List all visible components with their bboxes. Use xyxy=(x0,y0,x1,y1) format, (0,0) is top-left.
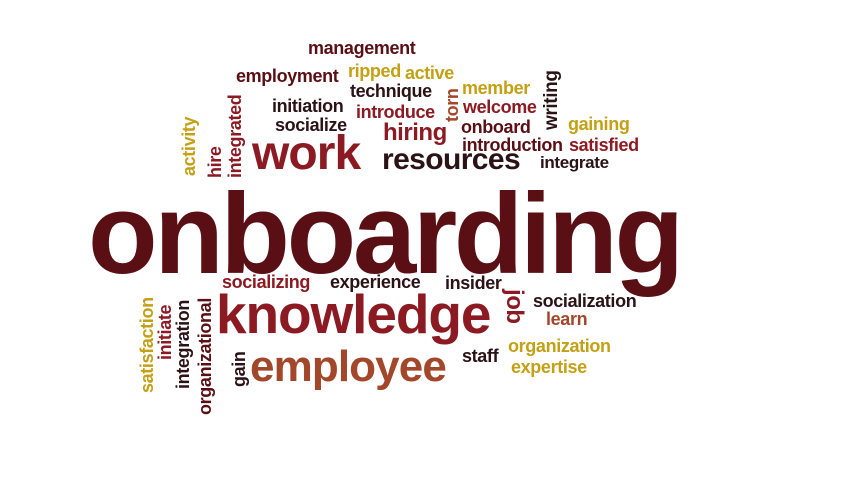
word-job: job xyxy=(501,289,528,324)
word-work: work xyxy=(252,127,361,180)
word-socializing: socializing xyxy=(222,272,311,292)
word-socialization: socialization xyxy=(533,291,637,311)
word-gaining: gaining xyxy=(568,114,630,134)
word-integration: integration xyxy=(173,299,193,389)
word-onboard: onboard xyxy=(461,117,531,137)
word-management: management xyxy=(308,38,416,58)
word-active: active xyxy=(405,63,454,83)
word-ripped: ripped xyxy=(348,61,401,81)
word-onboarding: onboarding xyxy=(88,171,684,298)
word-learn: learn xyxy=(546,309,588,329)
word-activity: activity xyxy=(179,116,199,176)
word-integrate: integrate xyxy=(540,153,609,172)
word-experience: experience xyxy=(330,272,421,292)
word-introduction: introduction xyxy=(462,135,563,155)
word-initiation: initiation xyxy=(272,96,344,116)
word-expertise: expertise xyxy=(511,357,587,377)
word-resources: resources xyxy=(382,143,521,176)
word-hiring: hiring xyxy=(383,119,447,146)
word-writing: writing xyxy=(541,70,562,130)
word-satisfaction: satisfaction xyxy=(137,297,157,393)
word-organization: organization xyxy=(508,336,611,356)
word-employee: employee xyxy=(250,342,447,391)
word-employment: employment xyxy=(236,66,339,86)
word-integrated: integrated xyxy=(225,94,245,178)
word-organizational: organizational xyxy=(195,298,215,415)
word-member: member xyxy=(462,78,530,98)
word-socialize: socialize xyxy=(275,115,347,135)
word-introduce: introduce xyxy=(356,102,435,122)
word-technique: technique xyxy=(350,81,432,101)
word-gain: gain xyxy=(229,351,249,387)
word-welcome: welcome xyxy=(463,97,537,117)
word-satisfied: satisfied xyxy=(569,135,639,155)
word-initiate: initiate xyxy=(155,304,175,360)
word-torn: torn xyxy=(442,88,462,122)
word-insider: insider xyxy=(445,273,502,293)
word-knowledge: knowledge xyxy=(216,283,491,345)
word-staff: staff xyxy=(462,346,499,366)
